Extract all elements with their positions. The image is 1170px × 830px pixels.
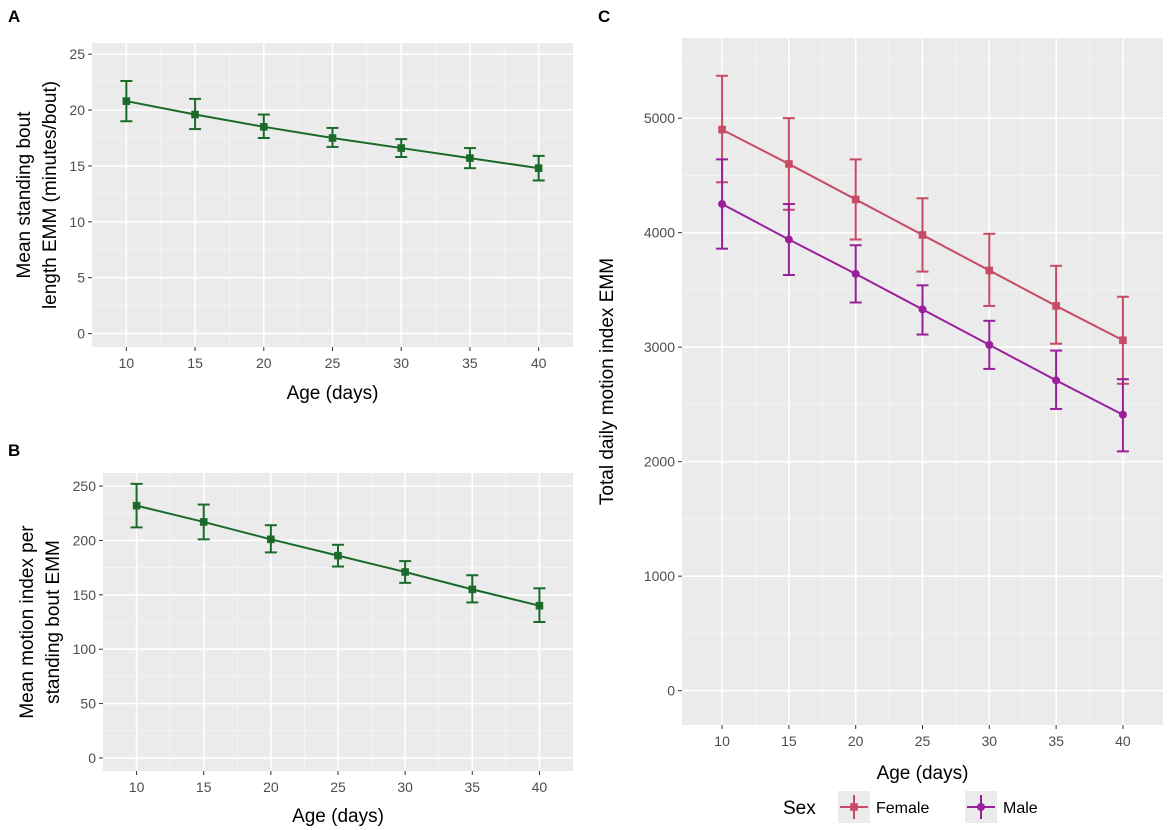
data-point-all	[401, 568, 409, 576]
y-tick-label: 20	[69, 102, 85, 118]
x-tick-label: 10	[119, 355, 135, 371]
y-tick-label: 150	[73, 587, 97, 603]
data-point-all	[132, 501, 141, 510]
data-point-all	[191, 110, 199, 119]
data-point-male	[784, 235, 793, 244]
x-tick-label: 10	[129, 779, 145, 795]
legend-label-male: Male	[1003, 800, 1038, 817]
data-point-female	[1119, 336, 1127, 345]
legend-label-female: Female	[876, 800, 929, 817]
y-tick-label: 100	[73, 641, 97, 657]
data-point-all	[535, 601, 544, 610]
data-point-female	[718, 125, 726, 134]
legend-title: Sex	[783, 798, 816, 819]
y-tick-label: 3000	[644, 339, 675, 355]
y-tick-label: 50	[80, 696, 96, 712]
y-tick-label: 15	[69, 158, 85, 174]
x-tick-label: 30	[393, 355, 409, 371]
data-point-all	[334, 551, 342, 560]
data-point-all	[328, 134, 337, 142]
data-point-female	[785, 160, 793, 168]
x-tick-label: 30	[982, 733, 998, 749]
panel-c-legend: Sex Female Male	[783, 791, 1038, 823]
data-point-all	[199, 518, 208, 526]
x-tick-label: 35	[464, 779, 480, 795]
x-tick-label: 20	[263, 779, 279, 795]
y-tick-label: 0	[88, 750, 96, 766]
panel-b-chart: 0 50 100 150 200 250 10 15 20 25 30 35 40 Age (days) M…	[17, 473, 573, 827]
data-point-female	[985, 266, 994, 275]
panel-c-chart: 0 1000 2000 3000 4000 5000 10 15 20 25 30 35 40 Age (…	[597, 38, 1163, 784]
x-tick-label: 25	[330, 779, 346, 795]
x-tick-label: 15	[781, 733, 797, 749]
data-point-male	[718, 200, 727, 209]
data-point-male	[985, 340, 994, 349]
data-point-male	[1052, 376, 1061, 385]
y-tick-label: 5000	[644, 110, 675, 126]
y-tick-label: 25	[69, 46, 85, 62]
x-tick-label: 40	[531, 355, 547, 371]
data-point-male	[1118, 410, 1127, 419]
data-point-female	[851, 195, 860, 204]
data-point-all	[468, 585, 477, 594]
x-tick-label: 20	[848, 733, 864, 749]
x-tick-label: 15	[187, 355, 203, 371]
data-point-all	[267, 535, 275, 544]
x-tick-label: 20	[256, 355, 272, 371]
x-tick-label: 35	[1048, 733, 1064, 749]
x-tick-label: 40	[1115, 733, 1131, 749]
data-point-male	[918, 305, 927, 314]
y-tick-label: 200	[73, 532, 97, 548]
y-tick-label: 5	[77, 270, 85, 286]
y-axis-title: Mean motion index per	[17, 525, 38, 719]
data-point-all	[466, 154, 474, 162]
y-axis-title: standing bout EMM	[43, 540, 64, 704]
y-axis-title: length EMM (minutes/bout)	[40, 81, 61, 309]
x-axis-title: Age (days)	[292, 806, 384, 827]
x-tick-label: 40	[532, 779, 548, 795]
y-tick-label: 10	[69, 214, 85, 230]
x-tick-label: 25	[915, 733, 931, 749]
data-point-all	[259, 123, 268, 131]
y-tick-label: 2000	[644, 454, 675, 470]
x-axis-title: Age (days)	[287, 383, 379, 404]
x-tick-label: 25	[325, 355, 341, 371]
y-tick-label: 1000	[644, 568, 675, 584]
data-point-male	[851, 269, 860, 278]
panel-a-letter: A	[8, 7, 20, 26]
data-point-all	[534, 164, 543, 172]
legend-key-marker-female	[850, 803, 858, 811]
x-axis-title: Age (days)	[877, 763, 969, 784]
x-tick-label: 30	[397, 779, 413, 795]
x-tick-label: 35	[462, 355, 478, 371]
legend-key-marker-male	[977, 803, 985, 811]
y-tick-label: 250	[73, 478, 97, 494]
y-axis-title: Total daily motion index EMM	[597, 258, 618, 505]
panel-b-letter: B	[8, 441, 20, 460]
data-point-all	[397, 144, 406, 152]
x-tick-label: 15	[196, 779, 212, 795]
panel-c-letter: C	[598, 7, 610, 26]
data-point-all	[122, 97, 131, 105]
y-tick-label: 0	[77, 326, 85, 342]
y-tick-label: 4000	[644, 225, 675, 241]
data-point-female	[1052, 302, 1060, 310]
panel-a-chart: 0 5 10 15 20 25 10 15 20 25 30 35 40 Age (days) Mean s…	[14, 43, 573, 404]
x-tick-label: 10	[714, 733, 730, 749]
data-point-female	[918, 231, 927, 239]
y-tick-label: 0	[667, 683, 675, 699]
y-axis-title: Mean standing bout	[14, 111, 35, 279]
